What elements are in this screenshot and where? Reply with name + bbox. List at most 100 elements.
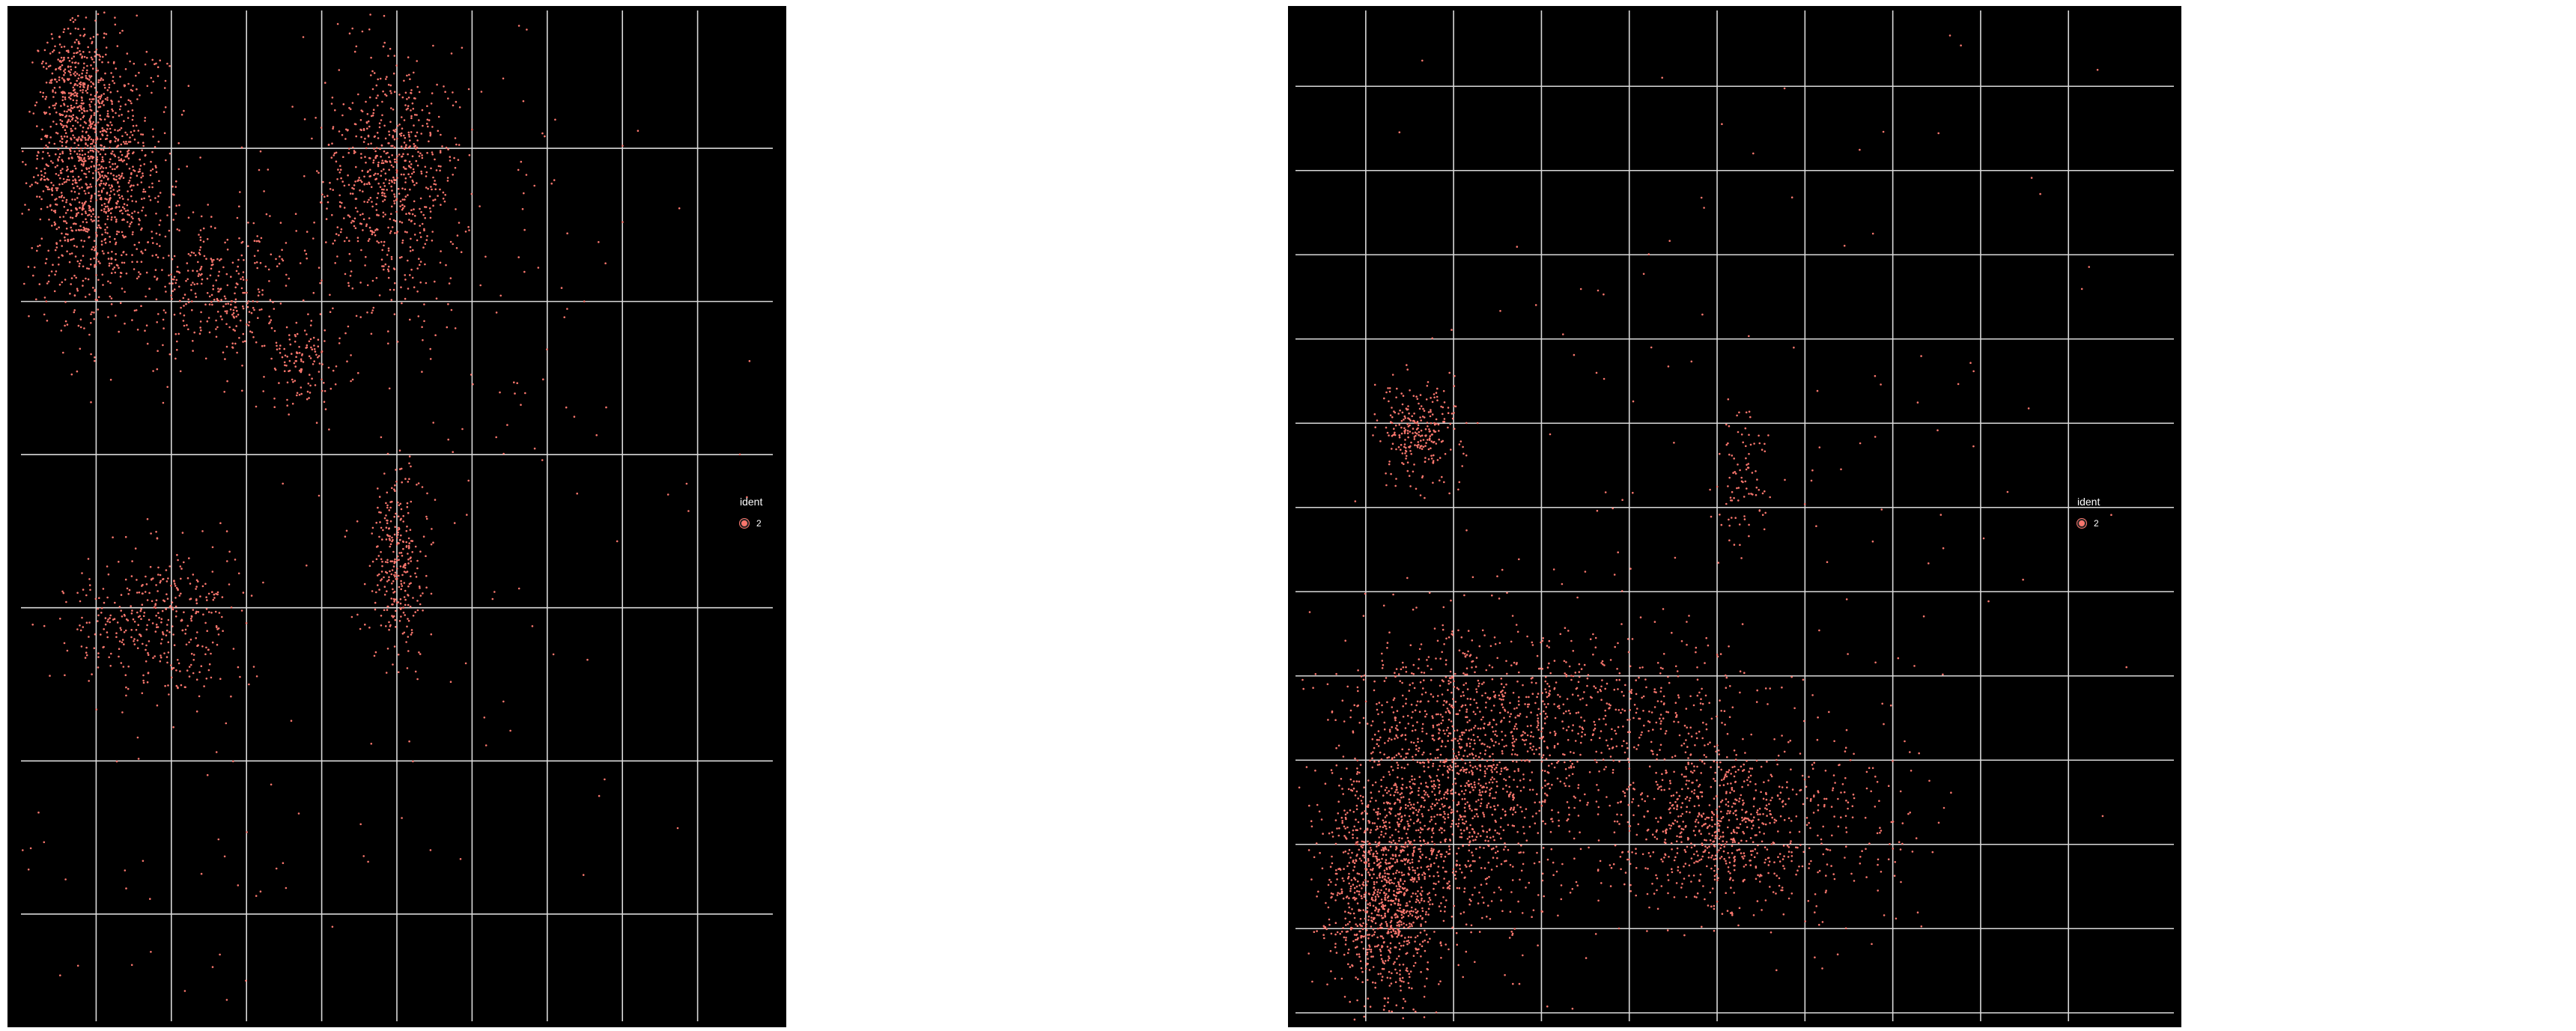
data-point xyxy=(1362,909,1365,911)
data-point xyxy=(73,198,76,201)
data-point xyxy=(414,545,417,548)
data-point xyxy=(386,519,389,522)
data-point xyxy=(383,609,386,612)
data-point xyxy=(388,576,390,579)
data-point xyxy=(410,560,413,562)
data-point xyxy=(1397,764,1400,767)
data-point xyxy=(167,684,169,687)
data-point xyxy=(402,606,404,609)
data-point xyxy=(428,119,431,121)
data-point xyxy=(399,502,402,505)
data-point xyxy=(385,78,387,80)
data-point xyxy=(63,46,66,48)
data-point xyxy=(1405,833,1408,835)
data-point xyxy=(1356,925,1359,927)
data-point xyxy=(1623,883,1626,886)
data-point xyxy=(100,118,103,121)
data-point xyxy=(1364,967,1367,970)
data-point xyxy=(96,53,99,56)
data-point xyxy=(1599,737,1601,739)
data-point xyxy=(1389,803,1391,805)
data-point xyxy=(426,122,428,125)
data-point xyxy=(403,134,405,137)
data-point xyxy=(125,253,128,256)
data-point xyxy=(393,182,396,184)
data-point xyxy=(90,109,93,112)
data-point xyxy=(94,123,97,126)
data-point xyxy=(395,198,398,200)
data-point xyxy=(121,231,124,234)
data-point xyxy=(395,543,398,546)
data-point xyxy=(422,609,424,612)
data-point xyxy=(73,142,76,145)
data-point xyxy=(295,359,298,362)
data-point xyxy=(410,633,413,636)
data-point xyxy=(374,601,377,604)
data-point xyxy=(1419,915,1422,917)
data-point xyxy=(1380,779,1382,781)
data-point xyxy=(360,180,363,183)
data-point xyxy=(1401,837,1403,840)
data-point xyxy=(97,666,100,669)
data-point xyxy=(83,327,85,329)
data-point xyxy=(112,189,115,191)
data-point xyxy=(250,311,253,314)
data-point xyxy=(108,161,111,163)
data-point xyxy=(40,138,43,141)
data-point xyxy=(155,623,158,626)
data-point xyxy=(127,117,130,119)
data-point xyxy=(1331,831,1334,833)
data-point xyxy=(1388,888,1391,891)
gridlines xyxy=(21,10,773,1021)
data-point xyxy=(103,32,106,34)
data-point xyxy=(65,124,67,127)
data-point xyxy=(149,174,152,177)
data-point xyxy=(1415,898,1418,901)
data-point xyxy=(370,186,373,189)
data-point xyxy=(288,370,290,373)
data-point xyxy=(205,678,208,680)
data-point xyxy=(168,693,170,696)
data-point xyxy=(351,102,354,104)
data-point xyxy=(1344,827,1346,830)
data-point xyxy=(1379,865,1381,868)
data-point xyxy=(1372,853,1375,856)
data-point xyxy=(118,640,121,642)
data-point xyxy=(56,164,58,167)
data-point xyxy=(124,322,126,325)
data-point xyxy=(236,216,239,219)
data-point xyxy=(1394,791,1397,794)
data-point xyxy=(88,192,90,195)
data-point xyxy=(1347,963,1349,965)
data-point xyxy=(73,41,76,43)
data-point xyxy=(666,493,669,496)
data-point xyxy=(391,615,393,617)
data-point xyxy=(185,279,187,282)
data-point xyxy=(318,171,320,174)
data-point xyxy=(1400,860,1403,862)
data-point xyxy=(242,276,244,279)
data-point xyxy=(1463,793,1465,795)
data-point xyxy=(191,340,194,342)
data-point xyxy=(1448,884,1451,887)
data-point xyxy=(379,77,382,80)
data-point xyxy=(1435,857,1438,860)
data-point xyxy=(426,118,429,121)
data-point xyxy=(1540,804,1543,807)
data-point xyxy=(398,256,401,259)
data-point xyxy=(165,580,168,583)
data-point xyxy=(1367,860,1370,862)
data-point xyxy=(448,282,451,285)
data-point xyxy=(1415,606,1418,609)
data-point xyxy=(63,220,65,222)
scatter-panel-right: ident 2 xyxy=(1288,0,2576,1031)
data-point xyxy=(296,392,299,395)
data-point xyxy=(89,146,92,148)
data-point xyxy=(1361,883,1364,886)
data-point xyxy=(1591,734,1594,737)
data-point xyxy=(402,153,404,155)
data-point xyxy=(1394,828,1397,831)
data-point xyxy=(318,494,321,497)
data-point xyxy=(341,134,344,136)
data-point xyxy=(190,300,193,302)
